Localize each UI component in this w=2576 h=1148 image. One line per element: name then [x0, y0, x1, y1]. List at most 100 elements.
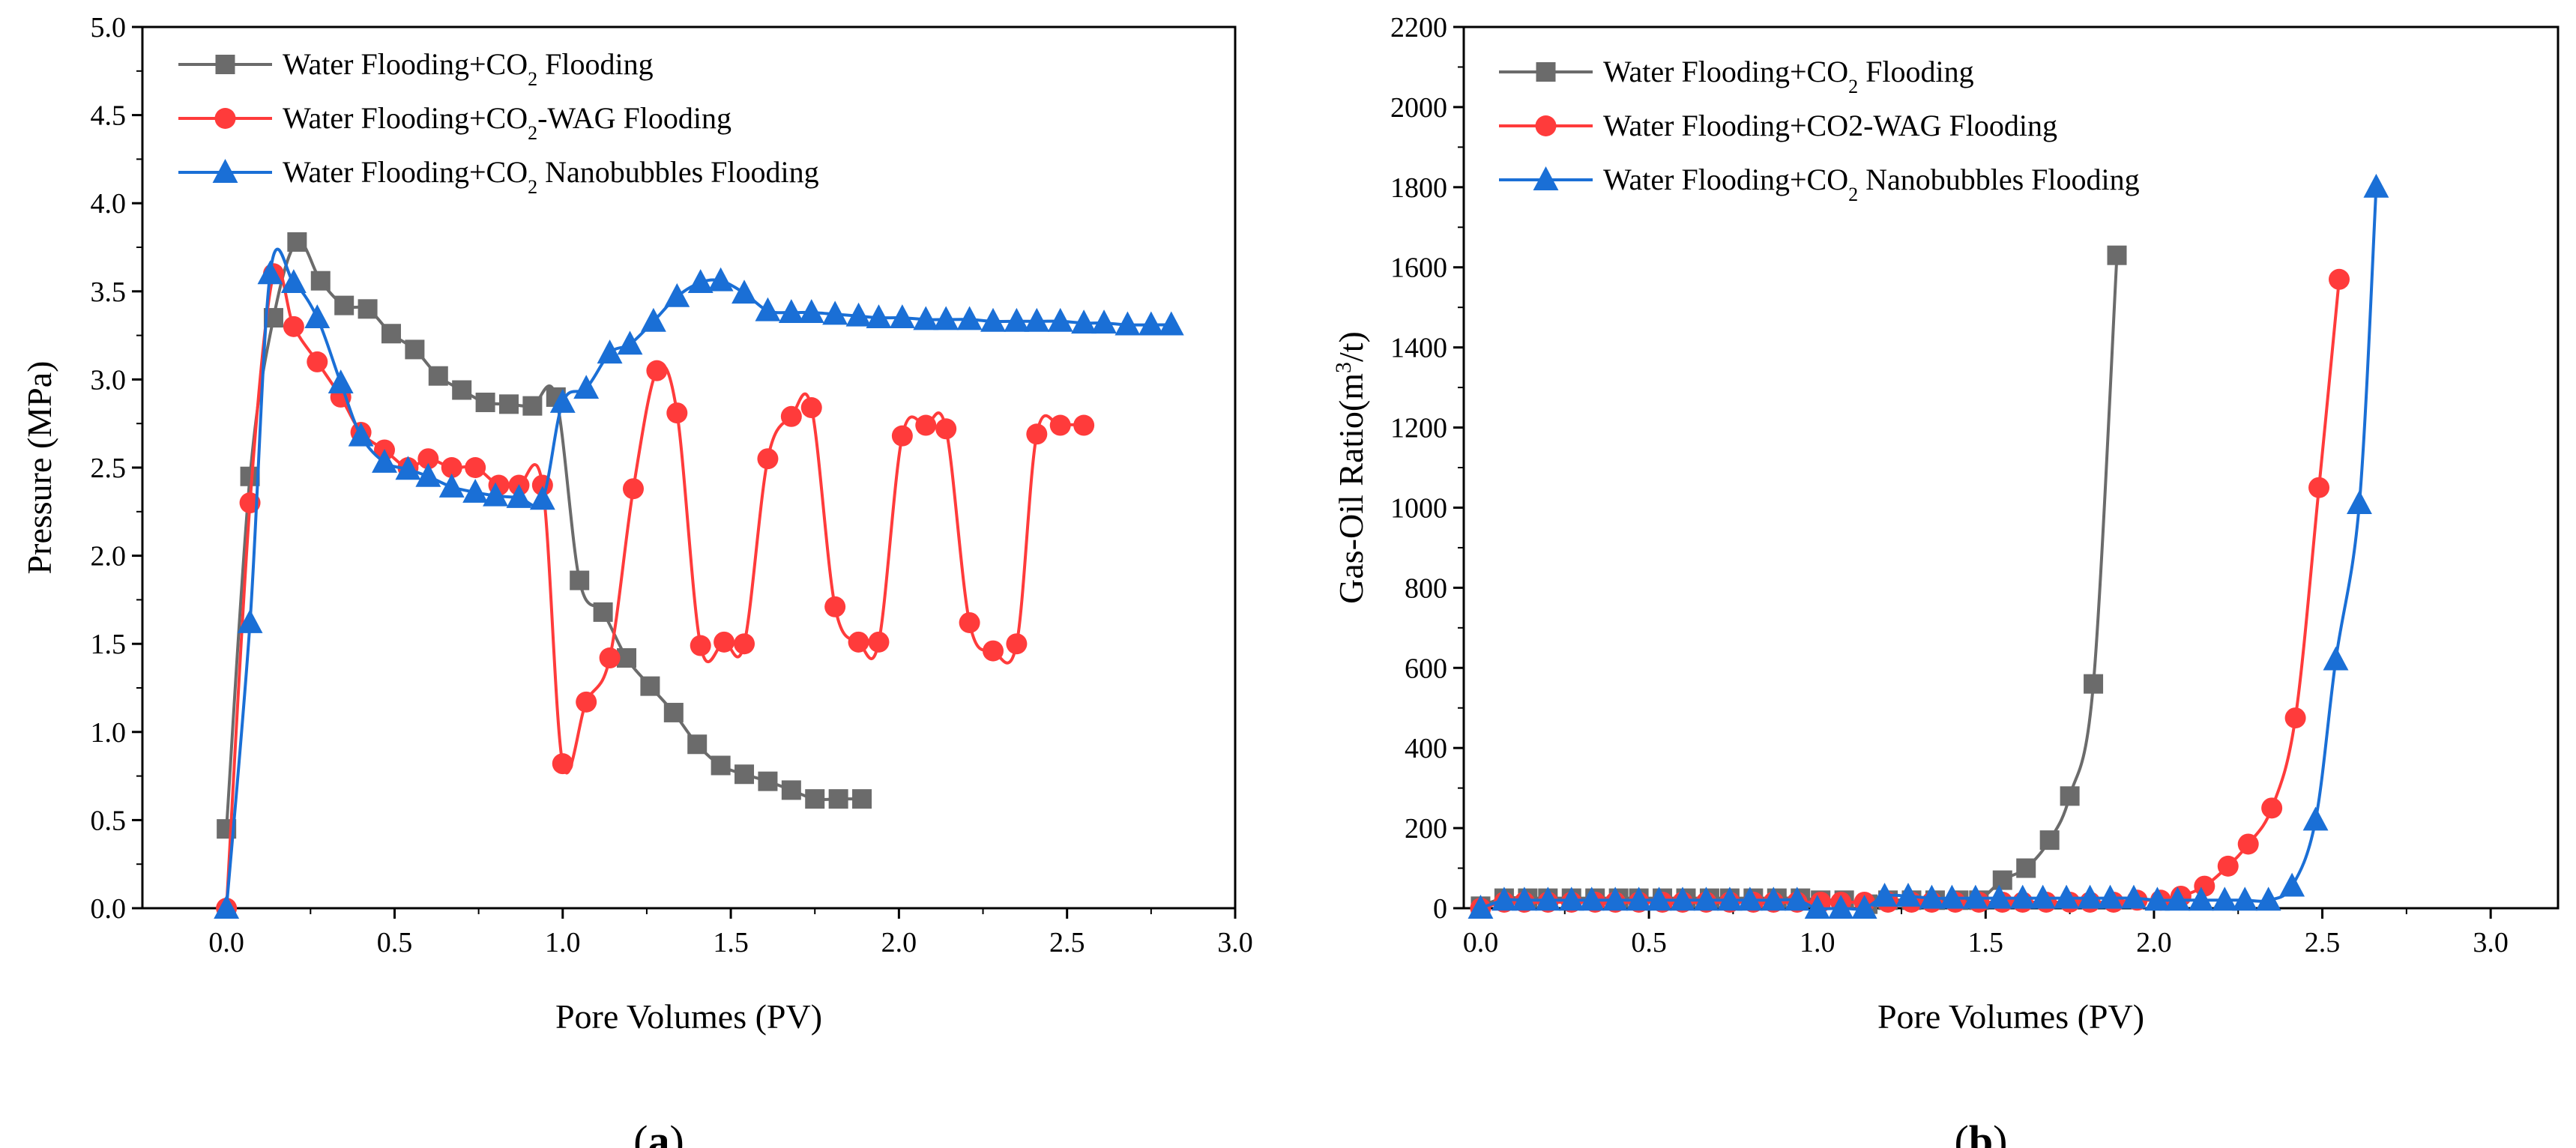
- a-series-2: [214, 247, 1184, 919]
- b-series-2-point: [1851, 895, 1877, 919]
- b-series-2-point: [1511, 886, 1537, 911]
- a-y-tick-label: 3.5: [91, 277, 127, 308]
- b-legend-marker-1: [1535, 115, 1557, 136]
- a-series-0-point: [475, 392, 495, 412]
- a-series-2-point: [778, 299, 804, 323]
- b-series-2-point: [2302, 806, 2329, 831]
- a-x-tick-label: 1.0: [545, 927, 581, 958]
- b-series-2-point: [1693, 886, 1719, 911]
- a-series-1-point: [891, 425, 913, 447]
- a-y-tick-label: 1.5: [91, 629, 127, 660]
- a-series-1-point: [780, 405, 802, 427]
- a-y-tick-label: 4.0: [91, 188, 127, 220]
- a-series-2-point: [328, 369, 354, 394]
- a-legend-marker-2: [212, 159, 238, 183]
- a-series-2-point: [732, 280, 757, 304]
- a-series-2-point: [798, 299, 824, 323]
- a-y-tick-label: 5.0: [91, 12, 127, 43]
- a-series-2-point: [1071, 309, 1097, 334]
- a-series-1-point: [283, 315, 304, 337]
- a-x-axis-label: Pore Volumes (PV): [555, 997, 822, 1036]
- a-series-1-point: [1006, 633, 1028, 655]
- a-series-2-point: [1004, 307, 1030, 332]
- a-series-1-point: [1049, 414, 1071, 436]
- b-x-tick-label: 2.5: [2305, 927, 2341, 958]
- b-series-2-point: [1919, 884, 1945, 909]
- a-legend-marker-1: [214, 108, 236, 129]
- b-series-0-point: [2016, 858, 2036, 878]
- b-series-1-point: [2284, 707, 2306, 729]
- a-series-0-point: [334, 295, 355, 315]
- panel-b-gas-oil-ratio-chart: 0.0 0.5 1.0 1.5 2.0 2.5 3.0 0 200 400 600 800 1000 12…: [1331, 12, 2560, 1148]
- a-legend-label-2: Water Flooding+CO2​ Nanobubbles Flooding: [283, 155, 819, 198]
- a-series-1-point: [915, 414, 937, 436]
- b-series-2-point: [2255, 886, 2281, 911]
- b-series-2-point: [1646, 886, 1672, 911]
- a-series-0-point: [428, 366, 448, 386]
- a-series-1-point: [690, 635, 711, 656]
- b-series-2: [1468, 173, 2389, 919]
- a-series-2-point: [438, 473, 465, 498]
- b-series-2-point: [2165, 886, 2191, 911]
- a-series-1-point: [757, 448, 779, 470]
- b-series-2-point: [1558, 886, 1584, 911]
- a-series-2-point: [1091, 309, 1117, 334]
- a-series-2-point: [237, 609, 263, 633]
- a-series-2-point: [640, 307, 666, 332]
- b-series-2-point: [2077, 884, 2103, 909]
- a-series-2-point: [708, 267, 734, 291]
- b-series-2-point: [1716, 886, 1743, 911]
- a-series-2-point: [1138, 311, 1164, 336]
- b-series-2-point: [2097, 884, 2123, 909]
- a-series-0-point: [570, 570, 590, 590]
- a-legend-marker-0: [215, 55, 235, 74]
- b-series-0-point: [1992, 870, 2012, 890]
- b-series-2-point: [1491, 886, 1517, 911]
- a-series-1-point: [714, 631, 735, 653]
- b-x-tick-label: 0.5: [1631, 927, 1667, 958]
- a-series-0-point: [852, 789, 872, 809]
- b-series-2-point: [1535, 886, 1561, 911]
- a-series-2-point: [822, 300, 848, 325]
- b-series-2-point: [1986, 884, 2012, 909]
- b-series-2-point: [2054, 884, 2080, 909]
- a-series-2-point: [866, 304, 892, 329]
- a-series-1-point: [868, 631, 890, 653]
- a-series-1-point: [824, 596, 846, 617]
- a-series-1-point: [959, 611, 980, 633]
- a-series-0-point: [405, 339, 425, 360]
- b-y-tick-label: 2000: [1390, 92, 1447, 124]
- a-series-2-point: [529, 486, 555, 510]
- a-series-2-point: [755, 297, 781, 321]
- b-y-tick-label: 800: [1405, 573, 1447, 604]
- a-y-axis-label: Pressure (MPa): [20, 361, 58, 575]
- a-legend-label-1: Water Flooding+CO2​-WAG Flooding: [283, 101, 732, 144]
- b-plot-frame: [1462, 25, 2560, 910]
- a-series-2-point: [617, 330, 643, 355]
- a-series-1-point: [1026, 423, 1048, 445]
- b-series-2-point: [1784, 886, 1810, 911]
- b-y-tick-label: 1400: [1390, 333, 1447, 364]
- b-series-2-point: [1804, 895, 1830, 919]
- a-series-1-point: [599, 647, 621, 669]
- b-panel-label: (b): [1955, 1117, 2008, 1148]
- b-x-tick-label: 2.0: [2136, 927, 2172, 958]
- a-series-1-point: [441, 457, 462, 478]
- a-y-tick-label: 2.5: [91, 453, 127, 484]
- b-legend-label-0: Water Flooding+CO2​ Flooding: [1603, 55, 1974, 97]
- a-series-1-point: [666, 402, 688, 424]
- a-series-0-point: [381, 324, 401, 344]
- a-series-0-point: [781, 780, 801, 800]
- a-series-1-point: [1073, 414, 1095, 436]
- a-series-0-point: [640, 676, 660, 696]
- a-y-tick-label: 0.5: [91, 805, 127, 836]
- a-series-0-point: [735, 764, 755, 785]
- a-series-2-point: [573, 375, 600, 399]
- a-series-1-point: [417, 448, 439, 470]
- b-y-tick-label: 1200: [1390, 413, 1447, 444]
- a-series-0-point: [310, 271, 331, 291]
- b-x-tick-label: 1.0: [1800, 927, 1836, 958]
- b-series-2-point: [2009, 884, 2036, 909]
- b-series-1-point: [2237, 833, 2259, 855]
